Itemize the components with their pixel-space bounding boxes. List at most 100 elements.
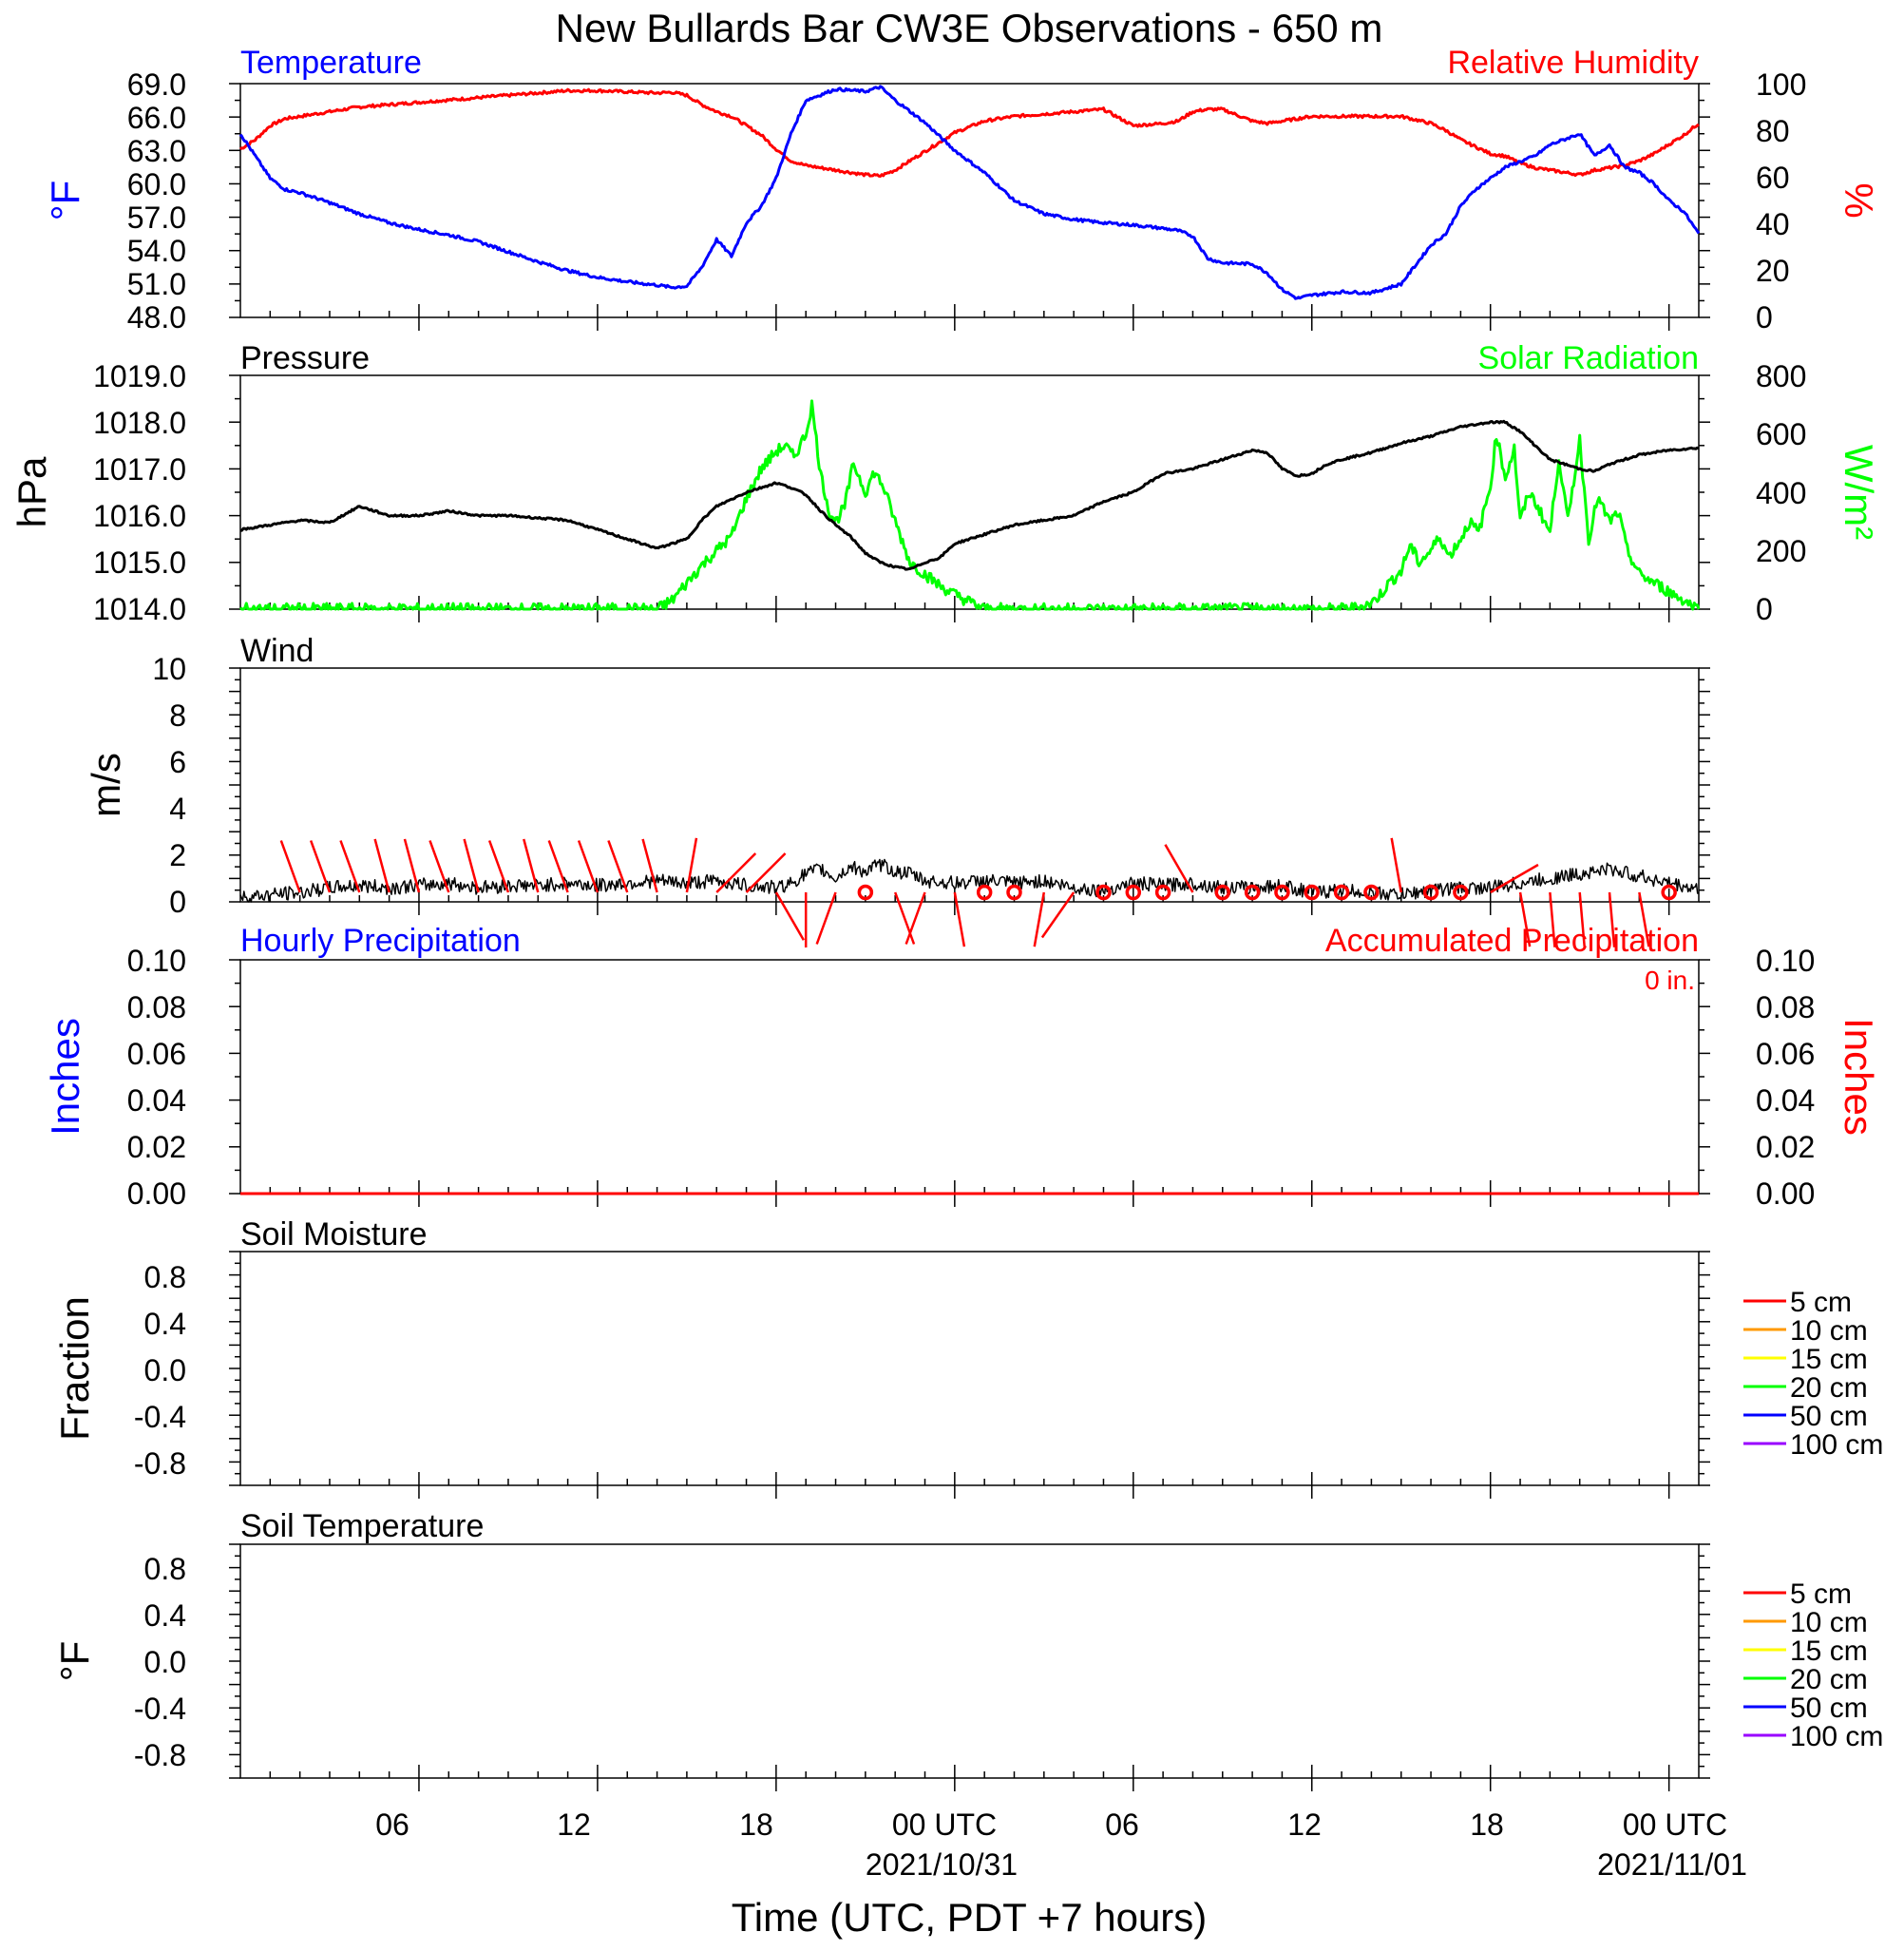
soil-temp-tick-label: 0.0 [144, 1645, 186, 1679]
soil-moisture-axis-label: Fraction [52, 1296, 97, 1441]
calm-wind-marker [1274, 884, 1290, 901]
wind-axis-label: m/s [84, 753, 128, 817]
legend-label-15cm: 15 cm [1790, 1344, 1868, 1375]
wind-tick-label: 10 [152, 652, 186, 686]
soil-moisture-tick-label: -0.8 [134, 1446, 186, 1481]
wind-tick-label: 6 [169, 745, 186, 779]
soil-moisture-legend: 5 cm 10 cm 15 cm 20 cm 50 cm 100 cm [1743, 1287, 1883, 1461]
calm-wind-marker [1453, 884, 1469, 901]
calm-wind-marker [1006, 884, 1022, 901]
calm-wind-marker [1363, 884, 1380, 901]
temperature-tick-label: 54.0 [127, 234, 186, 268]
rh-line [239, 87, 1700, 178]
wind-barb [1390, 837, 1402, 893]
calm-wind-marker [1422, 884, 1439, 901]
wind-barb [715, 852, 757, 893]
solar-tick-label: 800 [1756, 359, 1806, 393]
wind-barb [1040, 891, 1076, 939]
calm-wind-marker [1333, 884, 1350, 901]
wind-barb [1033, 891, 1046, 947]
pressure-tick-label: 1016.0 [93, 499, 186, 533]
accum-tick-label: 0.10 [1756, 944, 1815, 978]
rh-panel-title: Relative Humidity [1447, 45, 1699, 81]
temp-rh-series [238, 85, 1701, 300]
calm-wind-marker [976, 884, 993, 901]
temperature-ticks-left: 69.0 66.0 63.0 60.0 57.0 54.0 51.0 48.0 [127, 67, 186, 335]
calm-wind-marker [1661, 884, 1677, 901]
temperature-tick-label: 57.0 [127, 201, 186, 235]
accum-tick-label: 0.06 [1756, 1037, 1815, 1071]
rh-axis-label: % [1837, 182, 1881, 218]
soil-temp-tick-label: -0.4 [134, 1692, 186, 1726]
wind-barb [339, 840, 361, 893]
rh-ticks-right: 100 80 60 40 20 0 [1756, 67, 1806, 335]
wind-barb [309, 840, 332, 893]
accum-tick-label: 0.08 [1756, 990, 1815, 1024]
wind-tick-label: 4 [169, 792, 186, 826]
wind-barb [745, 852, 787, 893]
pressure-line [239, 419, 1700, 571]
soil-temp-title: Soil Temperature [240, 1508, 484, 1544]
precip-tick-label: 0.00 [127, 1176, 186, 1211]
chart-title: New Bullards Bar CW3E Observations - 650… [556, 6, 1383, 50]
wind-barb [428, 840, 450, 893]
wind-barb [1164, 844, 1194, 893]
pressure-tick-label: 1017.0 [93, 452, 186, 487]
legend-label-50cm: 50 cm [1790, 1693, 1868, 1724]
soil-moisture-tick-label: 0.4 [144, 1307, 186, 1341]
calm-wind-marker [1154, 884, 1171, 901]
x-tick-label: 06 [1105, 1808, 1139, 1842]
wind-tick-label: 2 [169, 838, 186, 872]
x-axis-hour-labels: 06 12 18 00 UTC 06 12 18 00 UTC [375, 1808, 1727, 1842]
pressure-panel-title: Pressure [240, 340, 370, 376]
wind-panel-title: Wind [240, 633, 314, 669]
wind-barb [774, 891, 805, 941]
temperature-tick-label: 66.0 [127, 101, 186, 135]
wind-barb [953, 891, 966, 947]
temperature-tick-label: 63.0 [127, 134, 186, 168]
soil-temp-tick-label: -0.8 [134, 1738, 186, 1772]
legend-label-50cm: 50 cm [1790, 1401, 1868, 1432]
pressure-tick-label: 1014.0 [93, 592, 186, 626]
legend-label-10cm: 10 cm [1790, 1607, 1868, 1638]
accum-tick-label: 0.02 [1756, 1130, 1815, 1164]
pressure-tick-label: 1019.0 [93, 359, 186, 393]
temperature-axis-label: °F [43, 181, 87, 220]
legend-label-100cm: 100 cm [1790, 1429, 1883, 1461]
rh-tick-label: 0 [1756, 300, 1773, 335]
soil-temp-tick-label: 0.8 [144, 1552, 186, 1586]
precip-tick-label: 0.02 [127, 1130, 186, 1164]
calm-wind-marker [1095, 884, 1112, 901]
rh-tick-label: 40 [1756, 207, 1790, 241]
precip-ticks-right: 0.10 0.08 0.06 0.04 0.02 0.00 [1756, 944, 1815, 1211]
soil-temp-axis-label: °F [52, 1641, 97, 1681]
pressure-tick-label: 1015.0 [93, 545, 186, 580]
temperature-panel-title: Temperature [240, 45, 422, 81]
wind-ticks-left: 10 8 6 4 2 0 [152, 652, 186, 919]
wind-barb [1549, 891, 1556, 947]
solar-ticks-right: 800 600 400 200 0 [1756, 359, 1806, 626]
legend-label-100cm: 100 cm [1790, 1721, 1883, 1752]
accum-tick-label: 0.04 [1756, 1083, 1815, 1118]
wind-tick-label: 8 [169, 698, 186, 733]
solar-tick-label: 600 [1756, 417, 1806, 451]
x-tick-label: 12 [557, 1808, 591, 1842]
wind-barb [1518, 891, 1532, 947]
accum-precip-axis-label: Inches [1837, 1018, 1881, 1136]
legend-label-10cm: 10 cm [1790, 1315, 1868, 1347]
solar-tick-label: 0 [1756, 592, 1773, 626]
calm-wind-marker [1214, 884, 1231, 901]
wind-barb [607, 840, 629, 893]
temperature-line [238, 85, 1701, 300]
accum-tick-label: 0.00 [1756, 1176, 1815, 1211]
soil-temp-ticks: 0.8 0.4 0.0 -0.4 -0.8 [134, 1552, 186, 1772]
precip-tick-label: 0.04 [127, 1083, 186, 1118]
accum-precip-title: Accumulated Precipitation [1325, 923, 1699, 959]
wind-barb [894, 891, 916, 945]
wind-series [239, 837, 1700, 947]
wind-barb [547, 840, 569, 893]
x-tick-label: 06 [375, 1808, 409, 1842]
x-date-label: 2021/11/01 [1597, 1847, 1747, 1882]
wind-barb [1490, 863, 1539, 894]
